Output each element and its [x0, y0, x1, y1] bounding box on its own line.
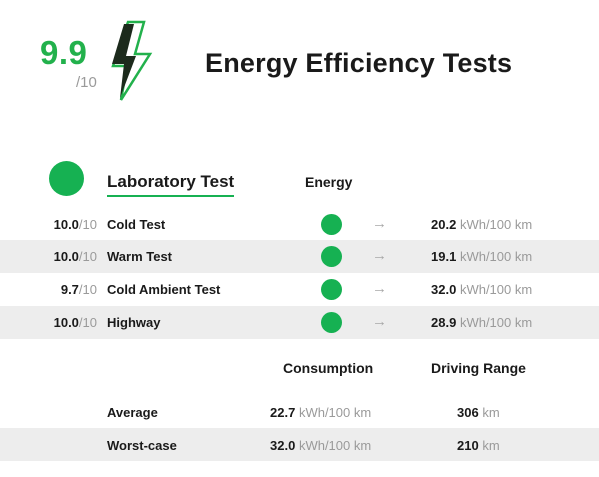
page-title: Energy Efficiency Tests	[205, 48, 513, 78]
test-status-dot	[321, 214, 342, 235]
test-row: 9.7/10 Cold Ambient Test → 32.0 kWh/100 …	[0, 273, 599, 306]
arrow-right-icon: →	[372, 313, 387, 330]
summary-label: Average	[107, 405, 158, 420]
test-row: 10.0/10 Highway → 28.9 kWh/100 km	[0, 306, 599, 339]
test-name: Highway	[107, 315, 161, 330]
test-name: Cold Test	[107, 217, 166, 232]
test-status-dot	[321, 312, 342, 333]
arrow-right-icon: →	[372, 280, 387, 297]
summary-row: Worst-case 32.0 kWh/100 km 210 km	[0, 428, 599, 461]
lab-status-dot	[49, 161, 84, 196]
summary-label: Worst-case	[107, 438, 177, 453]
test-row: 10.0/10 Cold Test → 20.2 kWh/100 km	[0, 208, 599, 241]
test-energy-value: 19.1 kWh/100 km	[431, 249, 533, 264]
test-energy-value: 32.0 kWh/100 km	[431, 282, 533, 297]
energy-column-header: Energy	[305, 174, 353, 190]
test-energy-value: 20.2 kWh/100 km	[431, 217, 533, 232]
test-energy-value: 28.9 kWh/100 km	[431, 315, 533, 330]
lightning-bolt-icon	[111, 20, 153, 101]
arrow-right-icon: →	[372, 247, 387, 264]
lab-section-title: Laboratory Test	[107, 172, 235, 197]
arrow-right-icon: →	[372, 215, 387, 232]
driving-range-column-header: Driving Range	[431, 360, 526, 376]
consumption-column-header: Consumption	[283, 360, 374, 376]
summary-range: 210 km	[457, 438, 500, 453]
summary-consumption: 32.0 kWh/100 km	[270, 438, 372, 453]
test-score: 10.0/10	[53, 315, 97, 330]
test-name: Warm Test	[107, 249, 173, 264]
test-score: 10.0/10	[53, 249, 97, 264]
test-name: Cold Ambient Test	[107, 282, 221, 297]
test-status-dot	[321, 246, 342, 267]
overall-score-denominator: /10	[76, 74, 97, 91]
summary-row: Average 22.7 kWh/100 km 306 km	[0, 395, 599, 428]
overall-score: 9.9	[40, 34, 88, 71]
summary-consumption: 22.7 kWh/100 km	[270, 405, 372, 420]
test-status-dot	[321, 279, 342, 300]
test-row: 10.0/10 Warm Test → 19.1 kWh/100 km	[0, 240, 599, 273]
summary-range: 306 km	[457, 405, 500, 420]
test-score: 9.7/10	[60, 282, 97, 297]
test-score: 10.0/10	[53, 217, 97, 232]
